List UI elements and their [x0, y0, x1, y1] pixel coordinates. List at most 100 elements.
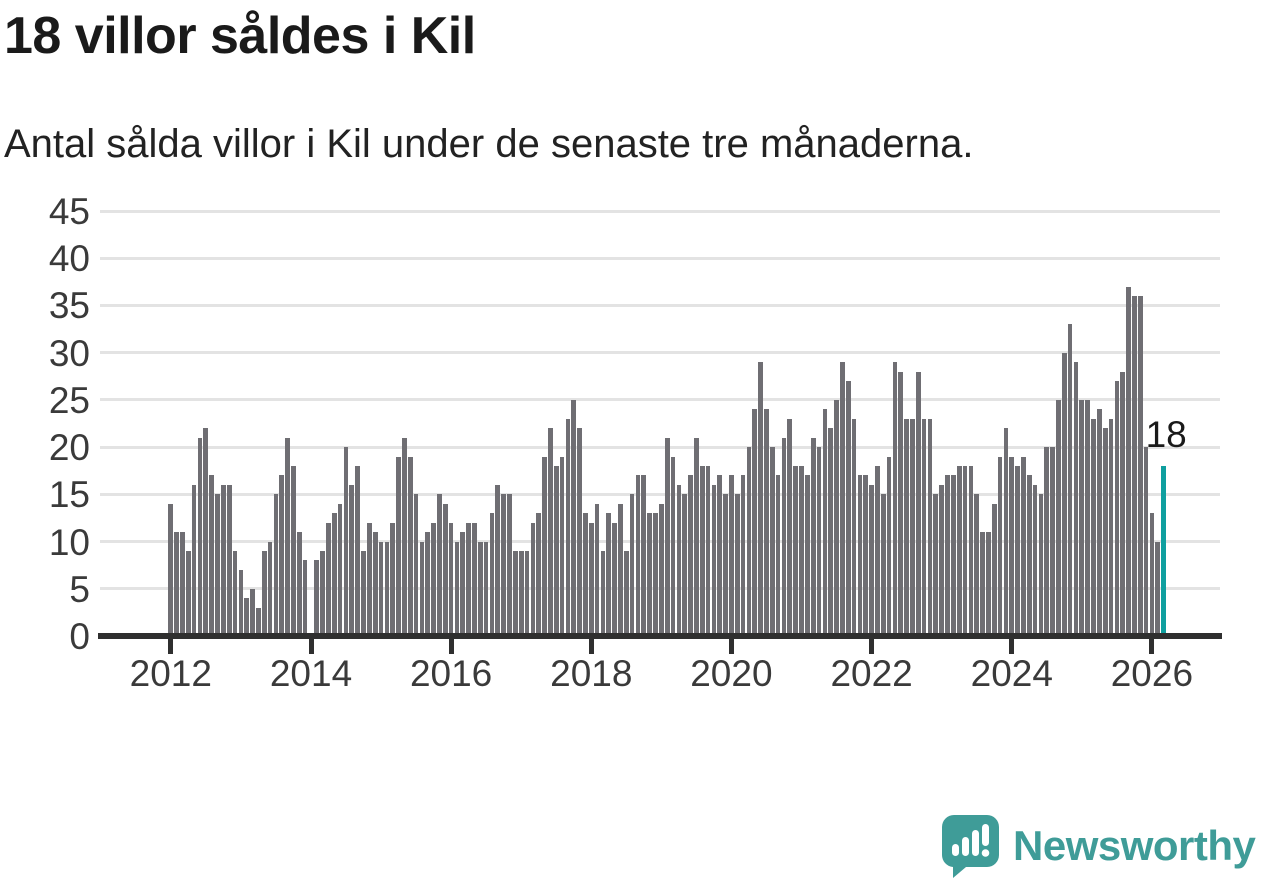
bar	[442, 503, 448, 636]
chart-subtitle: Antal sålda villor i Kil under de senast…	[4, 122, 974, 166]
y-axis-label-30: 30	[48, 332, 90, 374]
bar	[1079, 399, 1085, 636]
bar	[1149, 513, 1155, 636]
bar	[927, 418, 933, 636]
y-axis-label-40: 40	[48, 238, 90, 280]
bar	[769, 447, 775, 636]
bar	[822, 409, 828, 636]
x-axis-label-2022: 2022	[830, 653, 913, 694]
x-axis-label-2026: 2026	[1110, 653, 1194, 694]
bar	[1155, 541, 1161, 636]
bar	[501, 494, 507, 636]
bar	[729, 475, 734, 636]
bar	[1120, 371, 1126, 636]
bar	[285, 437, 290, 636]
bar	[326, 522, 331, 636]
bar	[968, 466, 974, 636]
bar	[215, 494, 220, 636]
y-axis-label-45: 45	[48, 191, 90, 232]
bar	[834, 399, 839, 636]
bar	[600, 551, 606, 636]
bar	[717, 475, 723, 636]
bar	[1137, 296, 1143, 636]
bar	[705, 466, 711, 636]
bar	[256, 607, 261, 636]
bar	[921, 418, 927, 636]
bar	[244, 598, 250, 636]
bar	[775, 475, 781, 636]
gridline-y-15	[100, 492, 1220, 496]
highlight-bar	[1161, 466, 1166, 636]
x-axis-line	[98, 633, 1222, 639]
bar	[880, 494, 886, 636]
bar	[623, 551, 629, 636]
bar	[1044, 447, 1050, 636]
y-axis-label-5: 5	[69, 568, 90, 610]
bar	[764, 409, 769, 636]
bar	[933, 494, 939, 636]
bar	[892, 362, 898, 636]
bar	[191, 484, 197, 636]
x-axis-tick-2014	[308, 639, 314, 654]
bar	[997, 456, 1003, 636]
bar	[185, 551, 191, 636]
x-axis-tick-2016	[448, 639, 454, 654]
x-axis-label-2014: 2014	[269, 653, 353, 694]
bar	[571, 399, 577, 636]
bar	[390, 522, 396, 636]
bar	[904, 418, 909, 636]
bar	[869, 484, 874, 636]
bar	[565, 418, 571, 636]
bar	[238, 569, 244, 636]
gridline-y-30	[100, 351, 1220, 355]
bar	[583, 513, 588, 636]
bar	[1114, 381, 1120, 636]
bar	[647, 513, 653, 636]
x-axis-label-2024: 2024	[970, 653, 1053, 694]
bar	[1126, 286, 1131, 636]
bar	[472, 522, 477, 636]
bar	[1056, 399, 1061, 636]
bar	[1021, 456, 1026, 636]
bar	[507, 494, 512, 636]
bar	[956, 466, 962, 636]
gridline-y-25	[100, 398, 1220, 402]
bar	[174, 532, 179, 636]
bar	[974, 494, 980, 636]
bar	[840, 362, 845, 636]
bar	[273, 494, 279, 636]
bar	[221, 484, 226, 636]
bar	[670, 456, 676, 636]
bar	[349, 484, 355, 636]
bar	[740, 475, 746, 636]
bar	[372, 532, 378, 636]
bar	[1102, 428, 1108, 636]
gridline-y-20	[100, 445, 1220, 449]
chart-title: 18 villor såldes i Kil	[4, 7, 476, 65]
bar	[886, 456, 892, 636]
gridline-y-45	[100, 209, 1220, 213]
bar	[548, 428, 553, 636]
bar	[267, 541, 273, 636]
bar	[396, 456, 401, 636]
bar	[1009, 456, 1015, 636]
bar	[682, 494, 688, 636]
bar	[559, 456, 565, 636]
bar	[180, 532, 185, 636]
bar	[343, 447, 349, 636]
x-axis-tick-2018	[588, 639, 594, 654]
bar	[945, 475, 950, 636]
bar	[431, 522, 436, 636]
bar	[676, 484, 682, 636]
bar	[331, 513, 337, 636]
bar	[483, 541, 489, 636]
newsworthy-logo: Newsworthy	[941, 814, 1256, 878]
bar	[489, 513, 495, 636]
bar	[577, 428, 582, 636]
bar	[437, 494, 442, 636]
bar	[1097, 409, 1102, 636]
bar	[962, 466, 968, 636]
bar	[863, 475, 869, 636]
x-axis-label-2016: 2016	[409, 653, 493, 694]
